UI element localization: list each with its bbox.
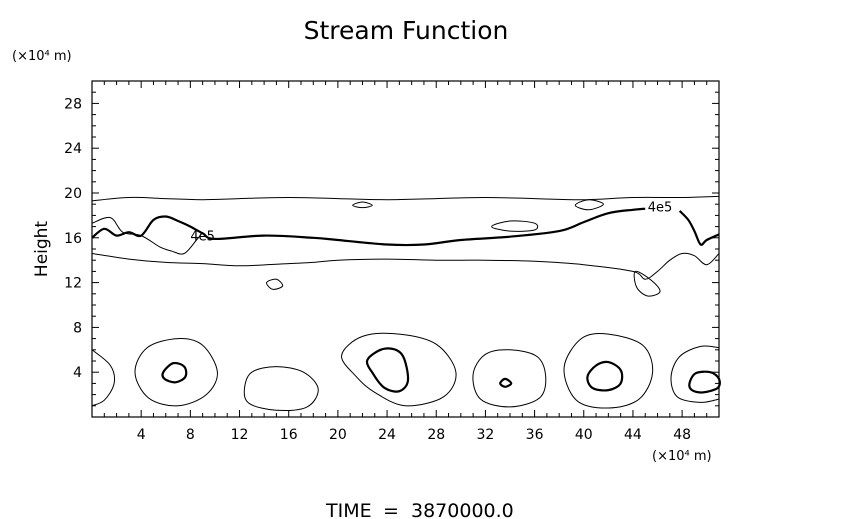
x-tick-label: 8 (186, 427, 195, 443)
contour-value-labels: 4e5 4e5 (190, 200, 672, 244)
contour-upper-small-2 (491, 220, 539, 232)
time-value: 3870000.0 (411, 500, 514, 519)
contour-cell6-inner (586, 360, 624, 392)
contour-upper-outer-top (91, 195, 720, 202)
contour-cell4-outer (341, 332, 457, 407)
contour-cell7-inner (688, 370, 721, 394)
y-tick-label: 8 (73, 320, 82, 336)
y-tick-label: 16 (64, 231, 82, 247)
x-tick-label: 24 (378, 427, 396, 443)
contour-upper-outer-bottom (91, 252, 720, 280)
x-tick-label: 40 (575, 427, 593, 443)
contour-upper-small-3 (574, 199, 604, 211)
contour-cell7-outer (670, 345, 720, 403)
y-tick-label: 20 (64, 186, 82, 202)
contour-cell4-inner (365, 347, 410, 393)
x-tick-label: 12 (231, 427, 249, 443)
x-tick-label: 16 (280, 427, 298, 443)
y-axis-unit: (×10⁴ m) (12, 49, 72, 64)
chart-title: Stream Function (304, 16, 509, 45)
contour-cell1-outer (91, 349, 116, 407)
time-label: TIME (325, 500, 372, 519)
contour-upper-4e5-left (91, 207, 646, 247)
x-tick-label: 44 (624, 427, 642, 443)
x-tick-label: 20 (329, 427, 347, 443)
contour-upper-small-1 (352, 201, 373, 209)
contour-upper-small-5 (633, 270, 661, 297)
x-tick-label: 4 (137, 427, 146, 443)
x-axis-unit: (×10⁴ m) (652, 449, 712, 464)
time-equals: = (383, 500, 399, 519)
y-axis-label: Height (32, 221, 52, 278)
contour-cell5-outer (472, 349, 547, 408)
y-tick-label: 28 (64, 96, 82, 112)
contour-cell5-inner (499, 377, 513, 388)
y-tick-label: 4 (73, 365, 82, 381)
time-footer: TIME = 3870000.0 (325, 500, 514, 519)
x-tick-label: 36 (526, 427, 544, 443)
contour-value-label: 4e5 (190, 230, 215, 245)
y-tick-label: 24 (64, 141, 82, 157)
x-tick-label: 48 (673, 427, 691, 443)
x-tick-label: 28 (427, 427, 445, 443)
contour-cell2-inner (161, 361, 188, 384)
x-tick-label: 32 (476, 427, 494, 443)
contour-value-label: 4e5 (648, 200, 673, 215)
contour-cell6-outer (563, 333, 654, 409)
contour-lines (91, 195, 721, 411)
contour-cell3-outer (243, 366, 319, 411)
y-tick-label: 12 (64, 276, 82, 292)
contour-upper-small-4 (266, 278, 284, 290)
contour-upper-4e5-right (678, 210, 720, 246)
contour-upper-left-blob (91, 216, 203, 255)
contour-cell2-outer (134, 338, 218, 407)
